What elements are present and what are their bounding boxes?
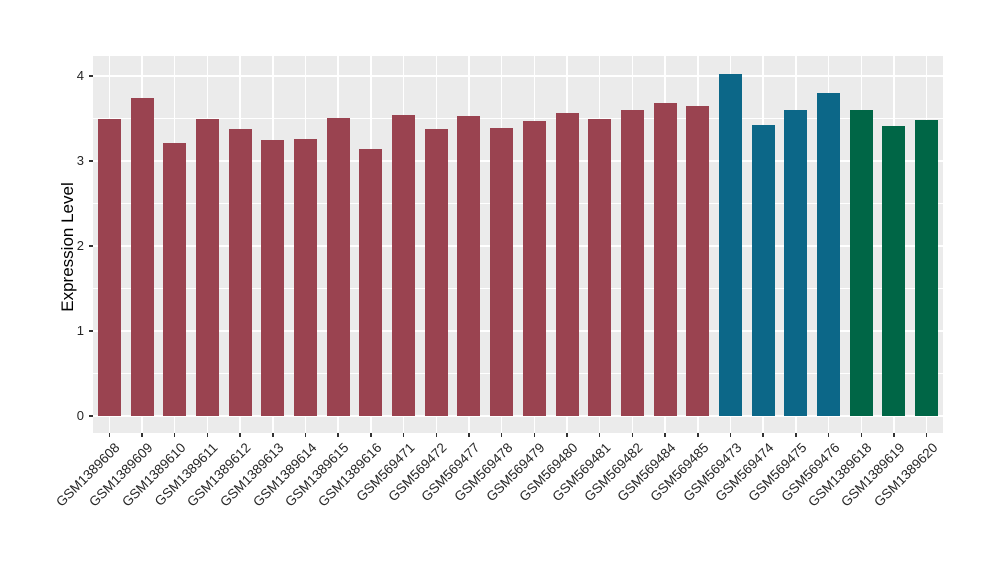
x-tick-mark — [272, 433, 274, 437]
x-tick-mark — [598, 433, 601, 437]
x-tick-mark — [762, 433, 764, 437]
bar-GSM569475 — [784, 110, 808, 416]
bar-GSM569482 — [620, 110, 644, 416]
major-gridline — [93, 415, 943, 417]
bar-GSM1389620 — [915, 120, 939, 416]
y-tick-label: 4 — [76, 68, 84, 83]
x-tick-mark — [337, 433, 339, 437]
y-tick-mark — [89, 330, 93, 332]
bar-GSM569477 — [457, 115, 481, 416]
bar-GSM1389618 — [849, 110, 873, 416]
bar-GSM569479 — [522, 121, 546, 416]
major-gridline — [93, 245, 943, 247]
x-tick-mark — [533, 433, 536, 437]
bar-GSM569473 — [719, 74, 742, 416]
x-tick-mark — [500, 433, 503, 437]
bar-GSM569476 — [817, 93, 841, 416]
bar-GSM1389611 — [195, 119, 219, 416]
bar-GSM1389619 — [882, 126, 906, 416]
x-tick-mark — [402, 433, 405, 437]
y-tick-label: 1 — [76, 323, 84, 338]
bar-GSM569484 — [653, 103, 677, 416]
bar-GSM569480 — [555, 112, 579, 416]
bar-GSM569474 — [751, 125, 775, 416]
y-tick-mark — [89, 160, 93, 162]
x-tick-mark — [631, 433, 634, 437]
major-gridline — [93, 160, 943, 162]
y-tick-mark — [89, 415, 93, 417]
x-tick-mark — [893, 433, 895, 437]
x-tick-mark — [435, 433, 438, 437]
bar-GSM1389615 — [326, 117, 350, 416]
y-tick-label: 3 — [76, 153, 84, 168]
plot-panel — [93, 56, 943, 433]
y-tick-label: 0 — [76, 408, 84, 423]
x-tick-mark — [108, 433, 111, 437]
x-tick-mark — [860, 433, 863, 437]
x-tick-mark — [697, 433, 699, 437]
bar-GSM569481 — [588, 118, 612, 416]
bar-GSM569471 — [392, 115, 416, 416]
major-gridline — [93, 75, 943, 77]
x-tick-mark — [827, 433, 830, 437]
bar-GSM569472 — [424, 128, 448, 416]
bar-GSM1389612 — [228, 128, 252, 416]
x-tick-mark — [239, 433, 241, 437]
x-tick-mark — [141, 433, 143, 437]
x-tick-mark — [795, 433, 797, 437]
x-tick-mark — [566, 433, 568, 437]
bar-GSM1389613 — [261, 139, 285, 416]
bar-GSM1389609 — [130, 98, 154, 416]
bar-GSM569485 — [686, 105, 710, 416]
bar-GSM569478 — [490, 127, 514, 416]
x-tick-mark — [370, 433, 372, 437]
x-tick-mark — [304, 433, 307, 437]
minor-gridline — [93, 373, 943, 374]
minor-gridline — [93, 118, 943, 119]
minor-gridline — [93, 288, 943, 289]
bar-GSM1389610 — [163, 143, 187, 416]
y-tick-mark — [89, 75, 93, 77]
bar-GSM1389614 — [294, 138, 317, 416]
major-gridline — [93, 330, 943, 332]
minor-gridline — [93, 203, 943, 204]
x-tick-mark — [664, 433, 666, 437]
x-tick-mark — [468, 433, 470, 437]
x-tick-mark — [206, 433, 209, 437]
x-tick-mark — [173, 433, 176, 437]
x-tick-mark — [925, 433, 928, 437]
bar-GSM1389608 — [97, 119, 121, 416]
y-tick-mark — [89, 245, 93, 247]
bar-GSM1389616 — [359, 149, 383, 416]
y-tick-label: 2 — [76, 238, 84, 253]
x-tick-mark — [729, 433, 732, 437]
